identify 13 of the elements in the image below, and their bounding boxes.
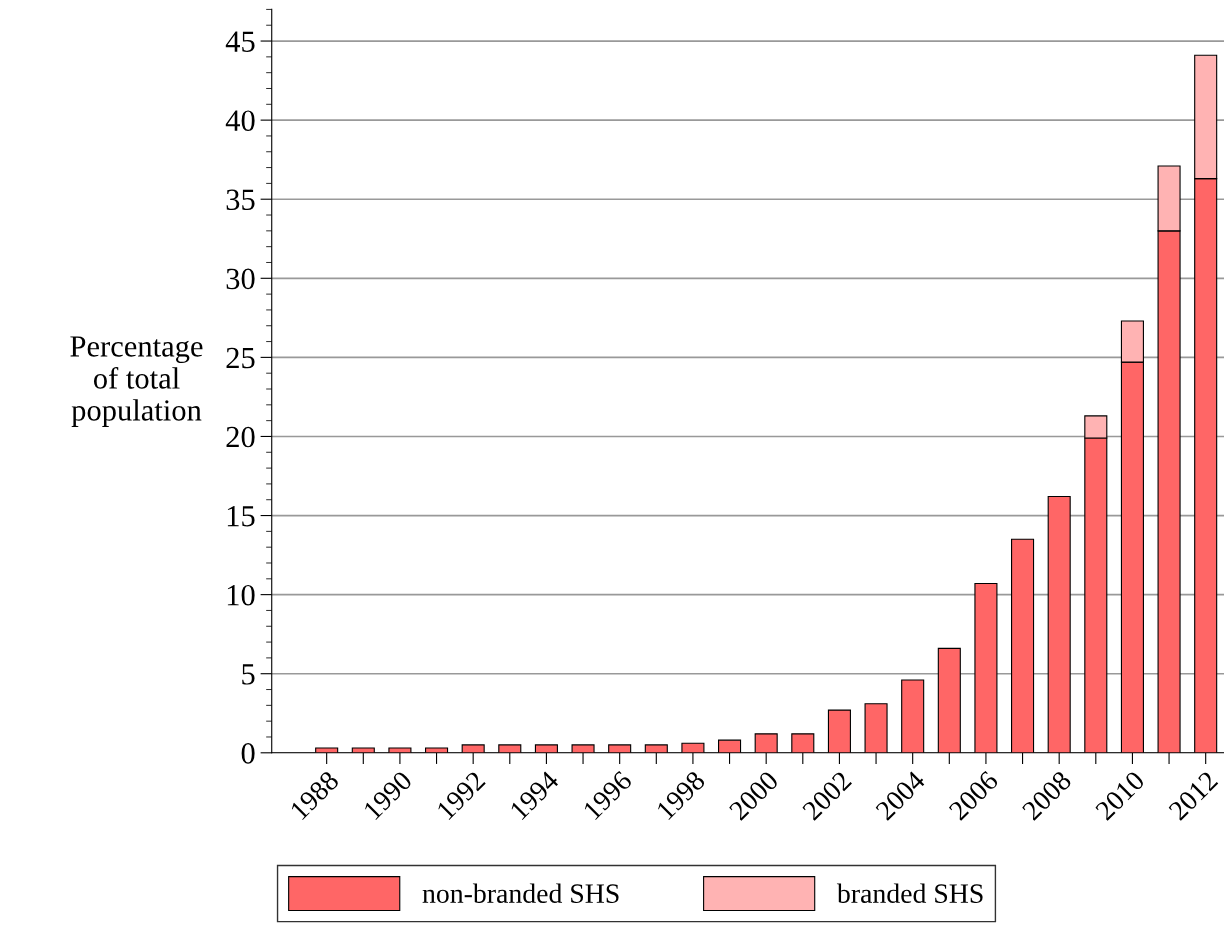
y-tick-label: 5 (242, 664, 255, 685)
y-tick-label: 20 (226, 426, 255, 448)
y-tick-label: 10 (227, 584, 255, 606)
legend-label: branded SHS (836, 883, 983, 903)
y-axis-title: Percentage of total population (70, 336, 203, 427)
y-tick-label: 35 (226, 189, 255, 211)
y-tick-label: 45 (225, 31, 255, 52)
y-tick-label: 0 (241, 743, 255, 764)
y-tick-label: 40 (225, 110, 255, 132)
y-tick-label: 25 (226, 347, 255, 369)
y-tick-label: 30 (226, 268, 255, 290)
y-tick-label: 15 (227, 505, 255, 527)
legend-label: non-branded SHS (422, 883, 619, 903)
